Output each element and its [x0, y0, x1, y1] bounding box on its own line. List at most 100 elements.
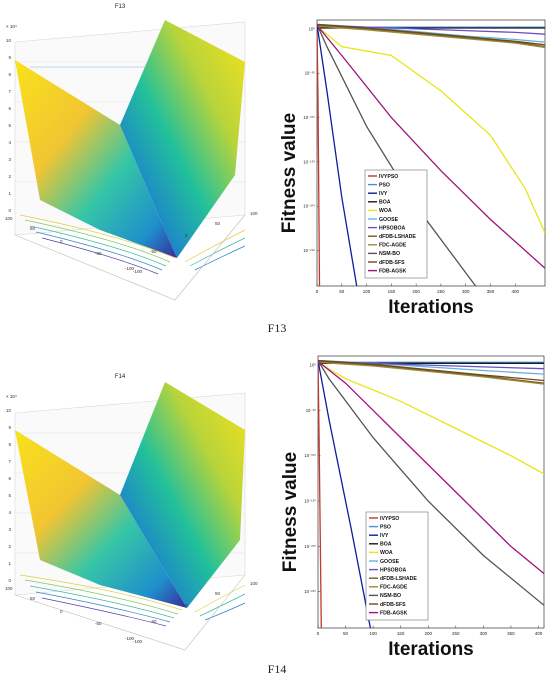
series-line-dfdb-lshade: [318, 360, 544, 384]
series-line-woa: [317, 25, 545, 234]
legend-entry: NSM-BO: [380, 593, 401, 599]
y-tick-label: -100: [125, 266, 135, 271]
y-tick-label: 10⁻⁵⁰: [306, 408, 317, 413]
legend-entry: IVY: [379, 191, 388, 197]
series-line-dfdb-sfs: [318, 359, 544, 382]
z-tick-label: 6: [8, 106, 11, 111]
y-tick-label: 10⁻⁵⁰: [305, 71, 316, 76]
z-tick-label: 3: [8, 527, 11, 532]
z-tick-label: 8: [8, 72, 11, 77]
legend-entry: FDC-AGDE: [379, 243, 407, 249]
series-line-fdc-agde: [318, 361, 544, 385]
legend-entry: FDC-AGDE: [380, 585, 408, 591]
x-tick-label: 300: [462, 289, 470, 294]
z-tick-label: 4: [8, 510, 11, 515]
surface-exponent: × 10⁴: [6, 24, 17, 29]
x-tick-label: 300: [480, 631, 488, 636]
y-tick-labels: 100 50 0 -50 -100: [5, 216, 135, 271]
x-tick-label: 0: [185, 233, 188, 238]
y-tick-label: -50: [95, 621, 102, 626]
x-tick-label: 0: [185, 603, 188, 608]
series-line-fdb-agsk: [318, 360, 544, 575]
series-line-nsm-bo: [318, 360, 544, 606]
z-tick-label: 0: [8, 578, 11, 583]
legend-entry: IVYPSO: [380, 516, 399, 522]
surface-title: F14: [115, 374, 126, 380]
x-tick-label: 100: [250, 211, 258, 216]
x-tick-label: 250: [437, 289, 445, 294]
z-tick-label: 9: [8, 425, 11, 430]
y-tick-label: 0: [60, 239, 63, 244]
convergence-chart-f14: 0 50 100 150 200 250 300 350 400 10⁰ 10⁻⁵⁰ 10⁻¹⁰⁰ 10…: [280, 355, 545, 660]
x-tick-label: 0: [316, 289, 319, 294]
convergence-chart-f13: 0 50 100 150 200 250 300 350 400 10⁰ 10⁻⁵⁰ 10⁻¹⁰⁰ 10…: [279, 19, 546, 318]
legend-entry: FDB-AGSK: [379, 268, 407, 274]
y-tick-label: -100: [125, 636, 135, 641]
z-tick-label: 7: [8, 89, 11, 94]
y-tick-label: 10⁻²⁵⁰: [304, 589, 316, 594]
x-axis-label: Iterations: [388, 297, 474, 318]
y-tick-label: -50: [95, 251, 102, 256]
x-tick-label: 350: [507, 631, 515, 636]
y-axis-label: Fitness value: [280, 452, 301, 572]
plot-area: [317, 355, 545, 629]
x-tick-label: 50: [215, 591, 221, 596]
surface-panel-f14: F14 × 10⁴ 0 1 2 3 4 5 6 7 8 9 10 -100 -50 0 50 100 100…: [5, 374, 258, 651]
legend-box: [365, 511, 429, 621]
series-line-dfdb-sfs: [317, 23, 545, 46]
legend-entry: PSO: [380, 524, 391, 530]
series-line-woa: [318, 361, 544, 475]
surface-title: F13: [115, 4, 126, 10]
legend-entry: HPSOBOA: [380, 567, 406, 573]
legend-entry: WOA: [380, 550, 393, 556]
legend-entry: dFDB-SFS: [380, 602, 406, 608]
y-axis-label: Fitness value: [279, 113, 300, 233]
legend-box: [364, 169, 428, 279]
z-tick-label: 1: [8, 191, 11, 196]
z-tick-labels: 0 1 2 3 4 5 6 7 8 9 10: [6, 408, 12, 583]
series-line-ivypso: [318, 360, 322, 628]
series-line-ivy: [318, 360, 372, 628]
x-tick-label: 200: [412, 289, 420, 294]
legend-entry: GOOSE: [379, 217, 399, 223]
x-tick-labels: -100 -50 0 50 100: [133, 581, 258, 644]
x-tick-label: 50: [215, 221, 221, 226]
z-tick-label: 0: [8, 208, 11, 213]
x-tick-label: 200: [424, 631, 432, 636]
y-tick-label: 10⁻¹⁰⁰: [303, 115, 315, 120]
y-tick-labels: 100 50 0 -50 -100: [5, 586, 135, 641]
series-lines: [317, 23, 545, 286]
legend-entry: IVYPSO: [379, 174, 398, 180]
z-tick-label: 1: [8, 561, 11, 566]
series-line-ivy: [317, 24, 358, 286]
series-line-ivypso: [317, 24, 321, 286]
panel-label-f14: F14: [268, 662, 287, 676]
y-tick-label: 10⁻¹⁰⁰: [304, 453, 316, 458]
x-tick-label: 350: [487, 289, 495, 294]
legend-entry: IVY: [380, 533, 389, 539]
y-tick-label: 10⁻²⁰⁰: [304, 544, 316, 549]
y-tick-label: 10⁰: [309, 26, 316, 31]
y-tick-label: 10⁻¹⁵⁰: [303, 159, 315, 164]
x-tick-label: -100: [133, 639, 143, 644]
legend-entry: dFDB-SFS: [379, 260, 405, 266]
z-tick-label: 5: [8, 493, 11, 498]
legend-entry: WOA: [379, 208, 392, 214]
x-tick-label: 100: [369, 631, 377, 636]
z-tick-label: 3: [8, 157, 11, 162]
y-tick-label: 10⁰: [310, 363, 317, 368]
x-tick-label: 0: [317, 631, 320, 636]
z-tick-label: 2: [8, 174, 11, 179]
surface-right-wing: [120, 382, 245, 608]
z-tick-label: 9: [8, 55, 11, 60]
z-tick-label: 10: [6, 408, 12, 413]
y-tick-label: 10⁻²⁰⁰: [303, 204, 315, 209]
x-axis-label: Iterations: [388, 639, 474, 660]
z-tick-label: 6: [8, 476, 11, 481]
x-tick-label: 400: [535, 631, 543, 636]
y-tick-label: 10⁻²⁵⁰: [303, 248, 315, 253]
x-tick-labels: -100 -50 0 50 100: [133, 211, 258, 274]
z-tick-label: 8: [8, 442, 11, 447]
legend-entry: dFDB-LSHADE: [380, 576, 417, 582]
z-tick-label: 4: [8, 140, 11, 145]
